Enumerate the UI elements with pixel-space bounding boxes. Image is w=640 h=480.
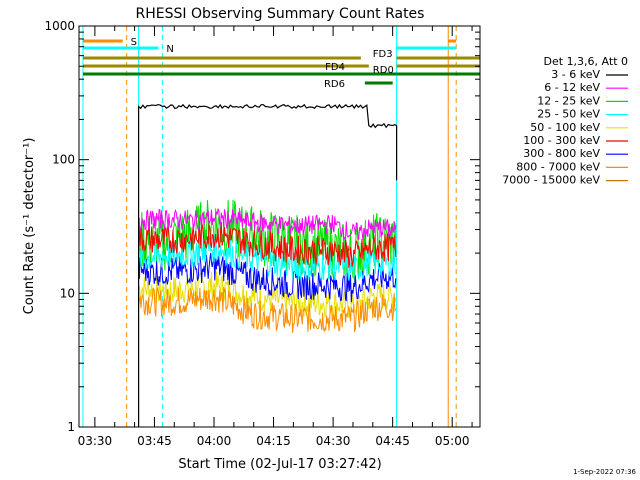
y-tick-label: 10 — [60, 286, 75, 300]
flag-label: S — [131, 37, 137, 48]
y-tick-label: 1 — [67, 420, 75, 434]
legend-title: Det 1,3,6, Att 0 — [544, 55, 628, 68]
y-tick-label: 1000 — [44, 19, 75, 33]
legend-label: 7000 - 15000 keV — [502, 174, 600, 187]
flag-label: RD0 — [373, 65, 394, 76]
x-tick-label: 03:45 — [137, 434, 172, 448]
x-axis-label: Start Time (02-Jul-17 03:27:42) — [178, 457, 381, 472]
flag-label: RD6 — [324, 79, 345, 90]
x-tick-label: 04:15 — [256, 434, 291, 448]
series-group — [139, 105, 397, 427]
footer-timestamp: 1-Sep-2022 07:36 — [573, 468, 636, 476]
x-tick-label: 04:00 — [197, 434, 232, 448]
legend-label: 800 - 7000 keV — [516, 160, 600, 173]
legend-label: 100 - 300 keV — [523, 134, 600, 147]
flag-label: FD4 — [325, 62, 345, 73]
flag-label: N — [166, 44, 173, 55]
x-tick-label: 04:45 — [375, 434, 410, 448]
legend-label: 12 - 25 keV — [537, 94, 600, 107]
legend-label: 300 - 800 keV — [523, 147, 600, 160]
y-tick-label: 100 — [52, 153, 75, 167]
legend-label: 50 - 100 keV — [530, 121, 600, 134]
legend-label: 3 - 6 keV — [551, 68, 600, 81]
legend-label: 6 - 12 keV — [544, 81, 600, 94]
legend-label: 25 - 50 keV — [537, 108, 600, 121]
chart-title: RHESSI Observing Summary Count Rates — [136, 6, 425, 22]
count-rate-chart: RHESSI Observing Summary Count Rates S N F… — [0, 0, 640, 480]
x-tick-label: 04:30 — [316, 434, 351, 448]
y-axis-label: Count Rate (s⁻¹ detector⁻¹) — [22, 138, 37, 315]
x-tick-label: 03:30 — [78, 434, 113, 448]
x-tick-label: 05:00 — [435, 434, 470, 448]
flag-label: FD3 — [373, 49, 393, 60]
